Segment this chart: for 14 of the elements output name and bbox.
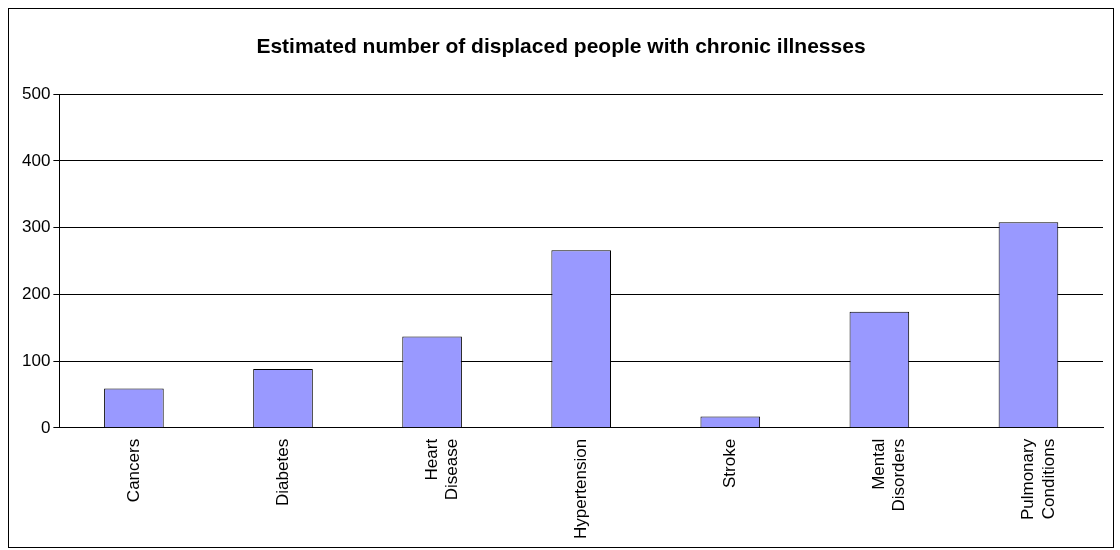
y-tick-label: 200 bbox=[21, 284, 51, 304]
x-tick-label: Diabetes bbox=[272, 438, 292, 506]
x-tick-label: Mental Disorders bbox=[869, 438, 909, 512]
y-tick-label: 0 bbox=[40, 417, 51, 437]
chart-title: Estimated number of displaced people with chronic illnesses bbox=[256, 34, 866, 58]
y-tick-label: 300 bbox=[21, 217, 51, 237]
x-tick-label: Heart Disease bbox=[421, 438, 462, 501]
x-tick-label: Cancers bbox=[123, 438, 143, 503]
x-tick-label: Hypertension bbox=[570, 438, 590, 540]
x-tick-label: Stroke bbox=[719, 438, 739, 488]
y-tick-label: 500 bbox=[21, 83, 51, 103]
y-tick-label: 100 bbox=[21, 350, 51, 370]
y-tick-label: 400 bbox=[21, 150, 51, 170]
x-tick-label: Pulmonary Conditions bbox=[1018, 438, 1058, 521]
